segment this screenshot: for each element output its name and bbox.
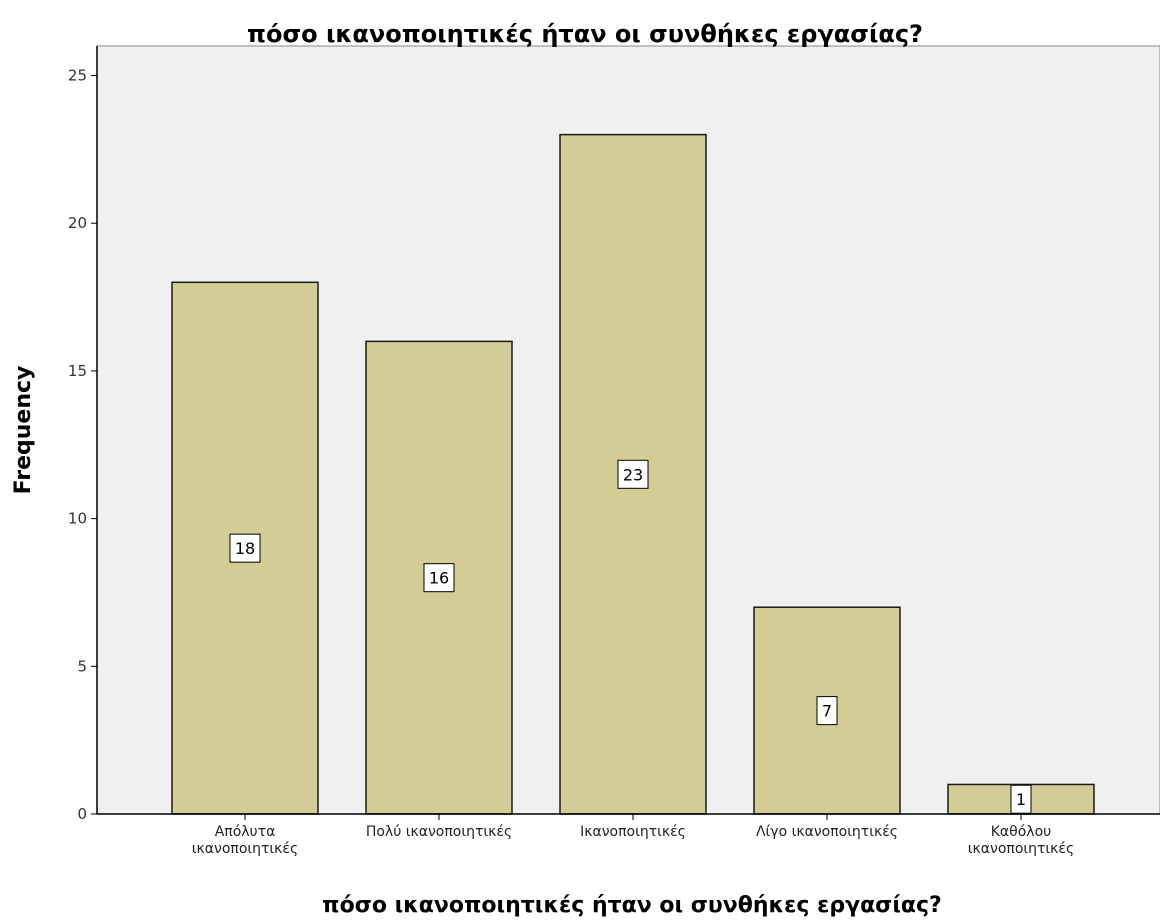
data-label: 16 — [423, 563, 455, 593]
data-label: 7 — [816, 696, 838, 726]
data-label-text: 1 — [1016, 790, 1026, 809]
data-label-box — [617, 459, 649, 489]
data-label-box — [229, 533, 261, 563]
x-axis-title: πόσο ικανοποιητικές ήταν οι συνθήκες εργ… — [322, 893, 942, 918]
data-label-text: 23 — [623, 465, 643, 484]
y-tick-label: 15 — [68, 362, 87, 380]
chart-title: πόσο ικανοποιητικές ήταν οι συνθήκες εργ… — [247, 20, 923, 48]
data-label-box — [1010, 784, 1032, 814]
y-axis: 0 5 10 15 20 25 — [68, 46, 98, 823]
data-label: 23 — [617, 459, 649, 489]
y-tick-label: 5 — [77, 657, 87, 675]
data-label-box — [423, 563, 455, 593]
x-axis: Απόλυτα ικανοποιητικές Πολύ ικανοποιητικές… — [97, 813, 1160, 857]
x-tick-label: Καθόλου ικανοποιητικές — [968, 824, 1074, 857]
y-tick-label: 20 — [68, 214, 87, 232]
data-label: 1 — [1010, 784, 1032, 814]
x-tick-label: Πολύ ικανοποιητικές — [366, 824, 512, 840]
data-label-text: 16 — [429, 569, 449, 588]
y-tick-label: 0 — [77, 805, 87, 823]
data-label: 18 — [229, 533, 261, 563]
y-axis-title: Frequency — [11, 366, 36, 495]
x-tick-label: Ικανοποιητικές — [580, 824, 686, 840]
data-labels: 18 16 23 7 1 — [229, 459, 1032, 814]
data-label-text: 18 — [235, 539, 255, 558]
data-label-box — [816, 696, 838, 726]
x-tick-label: Λίγο ικανοποιητικές — [756, 824, 898, 840]
x-tick-label: Απόλυτα ικανοποιητικές — [192, 824, 298, 857]
y-tick-label: 10 — [68, 510, 87, 528]
data-label-text: 7 — [822, 702, 832, 721]
y-tick-label: 25 — [68, 67, 87, 85]
